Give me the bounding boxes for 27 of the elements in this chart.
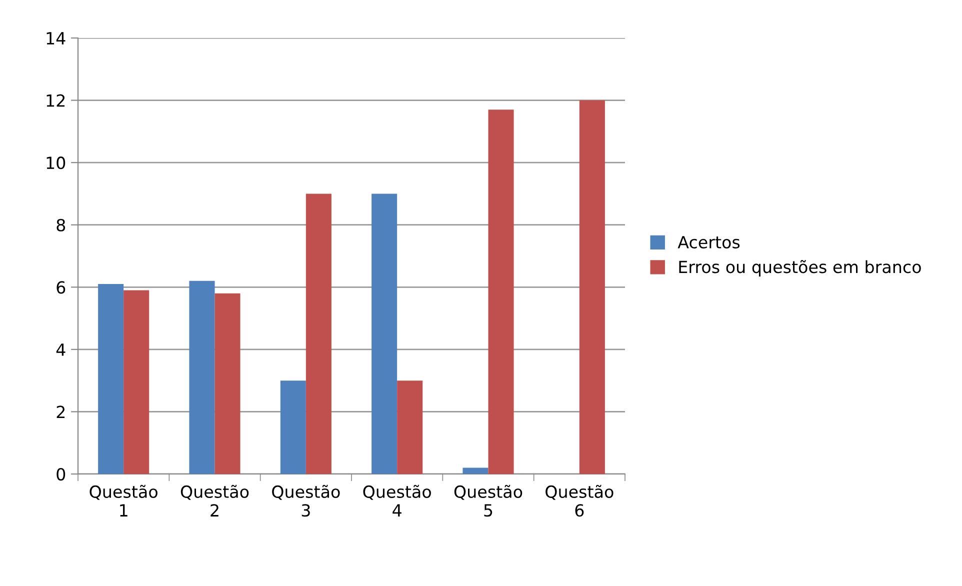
y-tick-label: 0 bbox=[56, 468, 66, 481]
bar bbox=[189, 280, 215, 474]
x-tick-label: Questão 3 bbox=[272, 484, 340, 517]
bar bbox=[579, 100, 605, 474]
bar bbox=[488, 110, 514, 474]
bar bbox=[397, 380, 423, 474]
bar bbox=[98, 284, 124, 474]
bar bbox=[124, 290, 150, 474]
y-tick-label: 4 bbox=[56, 344, 66, 356]
x-tick-label: Questão 2 bbox=[180, 484, 249, 516]
y-tick-label: 12 bbox=[46, 94, 65, 107]
x-tick-label: Questão 4 bbox=[363, 484, 431, 516]
x-tick-label: Questão 5 bbox=[454, 484, 522, 517]
legend-label: Acertos bbox=[678, 236, 740, 248]
bar bbox=[280, 380, 306, 474]
y-tick-label: 6 bbox=[56, 281, 66, 294]
y-tick-label: 14 bbox=[46, 32, 66, 44]
legend-label: Erros ou questões em branco bbox=[679, 260, 921, 276]
x-tick-label: Questão 1 bbox=[90, 484, 158, 516]
y-tick-label: 10 bbox=[46, 156, 66, 170]
y-tick-label: 8 bbox=[56, 218, 66, 232]
x-tick-label: Questão 6 bbox=[546, 484, 614, 517]
bar bbox=[306, 194, 332, 474]
y-tick-label: 2 bbox=[56, 406, 65, 418]
bar bbox=[372, 194, 398, 474]
bar bbox=[214, 293, 240, 474]
bar bbox=[462, 468, 488, 474]
